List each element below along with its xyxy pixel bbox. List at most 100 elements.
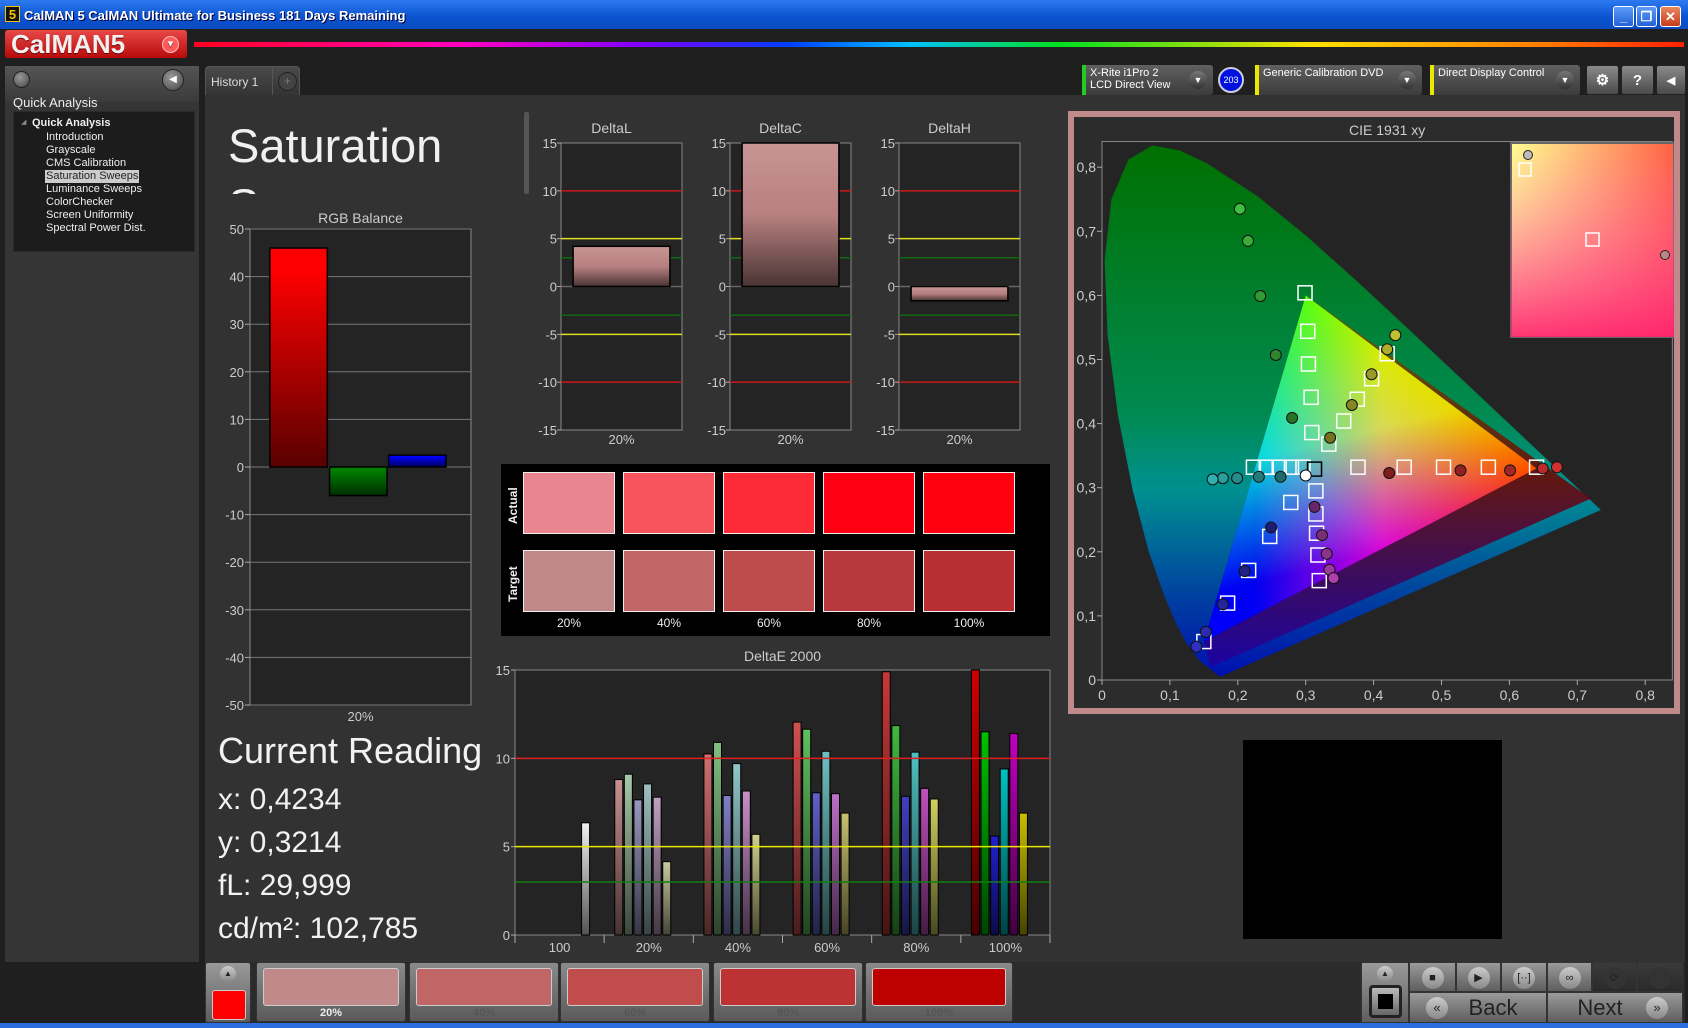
sidebar-collapse-button[interactable]: ◀ [162,69,184,91]
bar-100% [1018,812,1028,936]
settings-gear-icon[interactable]: ⚙ [1586,65,1619,95]
x-tick-label: 0,1 [1160,687,1180,703]
reading-y: y: 0,3214 [218,826,342,859]
tree-root[interactable]: Quick Analysis [32,117,111,129]
tree-item[interactable]: Grayscale [46,144,96,156]
bar-60% [830,793,840,936]
bar-40% [713,741,723,936]
y-tick-label: -10 [538,375,557,390]
meter-selector[interactable]: X-Rite i1Pro 2 LCD Direct View ▼ [1082,65,1213,95]
scroll-handle[interactable] [524,112,529,194]
actual-point [1504,464,1517,477]
calman-menu-button[interactable]: CalMAN5 ▼ [5,30,187,58]
tab-history-1[interactable]: History 1 + [205,66,300,97]
y-tick-label: -5 [714,327,726,342]
meter-name: X-Rite i1Pro 2 [1090,67,1159,79]
x-tick-label: 100 [549,940,571,955]
y-tick-label: -10 [225,508,244,523]
bar-60% [792,721,802,936]
next-button[interactable]: Next » [1547,992,1683,1023]
tree-item[interactable]: Introduction [46,131,104,143]
inset-target-point [1585,232,1600,247]
x-tick-label: 20% [608,432,634,447]
y-tick-label: 10 [712,184,726,199]
actual-point [1315,529,1328,542]
patch-label: 40% [472,1007,496,1019]
patch-button-40%[interactable]: 40% [409,962,559,1022]
y-tick-label: 0,5 [1077,352,1097,368]
x-tick-label: 0,6 [1500,687,1520,703]
back-button[interactable]: « Back [1409,992,1547,1023]
target-point [1396,459,1412,475]
actual-point [1216,598,1229,611]
tree-item[interactable]: Screen Uniformity [46,209,134,221]
bar-80% [900,795,910,936]
patch-button-80%[interactable]: 80% [713,962,863,1022]
tree-item[interactable]: CMS Calibration [46,157,127,169]
tab-label: History 1 [211,75,259,89]
bar-value [572,245,671,288]
app-icon: 5 [5,6,20,22]
y-tick-label: 0,1 [1077,608,1097,624]
actual-point [1269,349,1282,362]
rainbow-divider [194,42,1684,47]
y-tick-label: 50 [230,222,244,237]
reading-x: x: 0,4234 [218,783,342,816]
source-selector[interactable]: Generic Calibration DVD ▼ [1255,65,1422,95]
refresh-button[interactable]: ⟳ [1592,962,1637,992]
patch-label: 60% [623,1007,647,1019]
play-button[interactable]: ▶ [1456,962,1501,992]
target-swatch [923,550,1015,612]
actual-point [1389,329,1402,342]
help-icon[interactable]: ? [1621,65,1654,95]
record-button[interactable] [1637,962,1683,992]
y-tick-label: -50 [225,698,244,713]
sidebar-pin-button[interactable] [13,71,30,88]
tree-item[interactable]: Luminance Sweeps [46,183,143,195]
chart-title: DeltaL [591,120,632,136]
patch-button-100%[interactable]: 100% [865,962,1013,1022]
swatch-label: 80% [856,616,882,630]
tree-item[interactable]: Spectral Power Dist. [46,222,146,234]
swatch-label: 20% [556,616,582,630]
tree-expand-icon[interactable]: ◢ [21,119,27,126]
patch-button-60%[interactable]: 60% [560,962,710,1022]
delta-l-chart: DeltaL 15 10 5 0 -5 -10 -15 20% [538,120,683,447]
actual-point [1190,640,1203,653]
y-tick-label: 5 [503,840,510,855]
x-tick-label: 0,4 [1364,687,1384,703]
minimize-button[interactable]: _ [1613,6,1634,27]
tree-item[interactable]: Saturation Sweeps [45,170,140,183]
meter-badge[interactable]: 203 [1218,67,1244,93]
fit-button[interactable]: [··] [1501,962,1547,992]
triangle-up-icon[interactable]: ▲ [220,966,236,982]
plot-area [514,669,1051,936]
stop-button[interactable]: ■ [1409,962,1456,992]
tree-item[interactable]: ColorChecker [46,196,114,208]
back-label: Back [1468,995,1518,1020]
actual-point [1383,466,1396,479]
y-tick-label: -5 [883,327,895,342]
display-selector[interactable]: Direct Display Control ▼ [1430,65,1580,95]
loop-button[interactable]: ∞ [1547,962,1592,992]
display-name: Direct Display Control [1438,67,1545,79]
stop-icon: ■ [1421,967,1444,989]
patch-button-20%[interactable]: 20% [256,962,406,1022]
actual-swatch [723,472,815,534]
y-tick-label: -15 [538,423,557,438]
page-title: Saturation Sweeps [228,119,443,194]
stop-big-button[interactable] [1369,985,1402,1018]
bar-green [328,466,388,497]
chevron-down-icon: ▼ [162,36,179,53]
title-bar: 5 CalMAN 5 CalMAN Ultimate for Business … [0,0,1688,29]
restore-button[interactable]: ❐ [1636,6,1657,27]
target-point [1304,424,1320,441]
actual-point [1274,470,1287,483]
bar-40% [732,763,742,936]
logo-text: CalMAN5 [11,29,126,59]
add-tab-button[interactable]: + [278,72,297,91]
close-button[interactable]: ✕ [1660,6,1681,27]
triangle-up-icon[interactable]: ▲ [1377,966,1393,982]
bar-value [910,285,1009,302]
collapse-panel-icon[interactable]: ◀ [1656,65,1686,95]
